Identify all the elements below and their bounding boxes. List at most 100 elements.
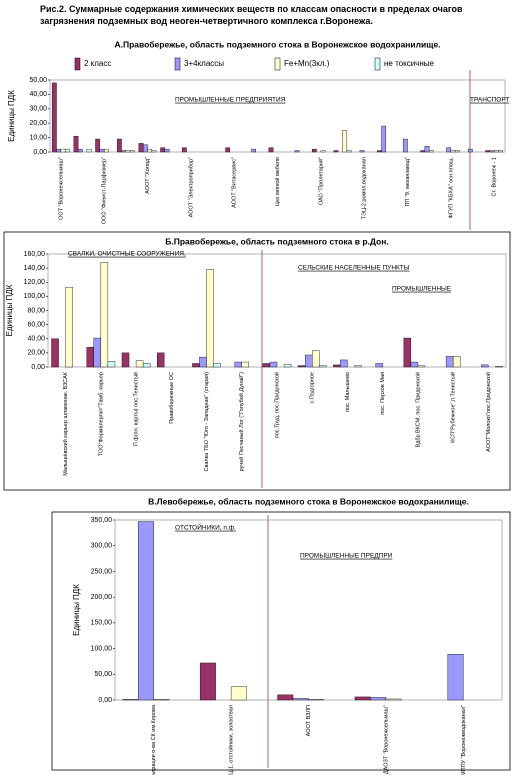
bar [64, 148, 70, 153]
bar [493, 150, 499, 153]
bar [77, 148, 83, 153]
x-tick-label: АООТ "Витасервис" [232, 157, 238, 208]
y-tick-label: 250,00 [91, 568, 113, 575]
x-tick-label: ТЭЦ-2 ромпл.водоканал [362, 157, 368, 219]
bar [403, 337, 412, 368]
bar [121, 352, 130, 368]
bar [86, 148, 92, 153]
bar [103, 148, 109, 153]
bar [125, 150, 131, 153]
bar [450, 150, 456, 153]
bar [142, 144, 148, 153]
bar [340, 359, 348, 368]
bar [283, 363, 292, 368]
x-tick-label: Правобережные ОС [169, 372, 175, 424]
bar [454, 150, 460, 153]
y-tick-label: 80,00 [27, 307, 45, 314]
y-tick-label: 30,00 [29, 106, 47, 113]
bar [354, 365, 362, 368]
bar [268, 147, 274, 153]
bar [359, 150, 365, 153]
bar [354, 696, 371, 701]
x-tick-label: с.Подгорное [310, 372, 316, 404]
bar [375, 363, 383, 368]
bar [121, 150, 127, 153]
x-tick-label: ОАО "Пролетарий" [317, 157, 324, 205]
y-axis-label: Единицы ПДК [5, 284, 14, 336]
bar [333, 364, 341, 368]
bar [213, 363, 221, 368]
plot-area [114, 519, 503, 701]
x-tick-label: АООТ ВЗЛП [306, 705, 312, 736]
x-tick-label: КСП"Рубежное",п.Тенистый [450, 372, 457, 443]
legend-swatch [74, 57, 81, 71]
bar [320, 150, 326, 153]
bar [51, 82, 57, 153]
bar [447, 654, 464, 701]
bar [153, 699, 170, 701]
y-tick-label: 50,00 [29, 77, 47, 84]
bar [241, 361, 250, 368]
bar [206, 269, 214, 368]
y-tick-label: 0,00 [31, 364, 45, 371]
bar [234, 361, 242, 368]
y-tick-label: 50,00 [94, 671, 112, 678]
x-tick-label: ПП "9. механзавод" [405, 157, 411, 207]
y-tick-label: 140,00 [24, 265, 46, 272]
bar [51, 338, 59, 368]
annotation: СЕЛЬСКИЕ НАСЕЛЕННЫЕ ПУНКТЫ [298, 265, 410, 272]
y-tick-label: 20,00 [27, 350, 45, 357]
y-axis-label: Единицы ПДК [72, 584, 81, 636]
x-tick-label: ООО "Финист-Парфюмер" [102, 157, 108, 224]
chart-title: Б.Правобережье, область подземного стока… [165, 236, 388, 246]
annotation: ПРОМЫШЛЕННЫЕ ПРЕДПРИЯТИЯ [175, 97, 286, 104]
bar [225, 147, 231, 153]
y-tick-label: 120,00 [24, 279, 46, 286]
bar [147, 148, 153, 153]
bar [452, 356, 461, 368]
x-tick-label: ручей Песчаный Лог ("Голубой Дунай") [238, 372, 245, 472]
bar [269, 361, 278, 368]
bar [73, 135, 79, 153]
bar [65, 286, 73, 368]
bar [446, 147, 452, 153]
chart-frame [3, 231, 511, 491]
bar [192, 363, 200, 368]
x-tick-label: пос.Труд, пос.Придонской [273, 372, 280, 438]
x-tick-label: П.ф(пл. карты) пос.Тенистый [133, 372, 140, 446]
bar [292, 698, 309, 701]
bar [342, 130, 348, 153]
bar [381, 125, 387, 153]
bar [417, 365, 426, 368]
x-tick-label: АООТ "Электроприбор" [188, 157, 194, 217]
bar [93, 337, 102, 368]
bar [60, 148, 66, 153]
bar [333, 150, 339, 153]
bar [100, 262, 109, 368]
chart-title: А.Правобережье, область подземного стока… [114, 39, 440, 49]
bar [308, 699, 325, 701]
bar [481, 364, 489, 368]
bar [467, 148, 473, 153]
bar [346, 150, 352, 153]
bar [498, 150, 504, 153]
bar [199, 356, 207, 368]
y-tick-label: 100,00 [91, 645, 113, 652]
x-tick-label: пос. Перхов Мая [380, 372, 386, 415]
bar [262, 363, 271, 368]
plot-area [49, 79, 506, 153]
y-tick-label: 40,00 [27, 336, 45, 343]
bar [251, 148, 257, 153]
bar [99, 148, 105, 153]
bar [142, 363, 151, 368]
annotation: ПРОМЫШЛЕННЫЕ ПРЕДПРИ [300, 553, 393, 560]
bar [199, 662, 216, 701]
x-tick-label: Цех мягкой мебели [274, 157, 281, 206]
bar [445, 356, 454, 368]
bar [135, 360, 144, 368]
bar [311, 148, 317, 153]
y-tick-label: 60,00 [27, 321, 45, 328]
y-tick-label: 200,00 [91, 594, 113, 601]
legend-label: 2 класс [84, 59, 111, 68]
